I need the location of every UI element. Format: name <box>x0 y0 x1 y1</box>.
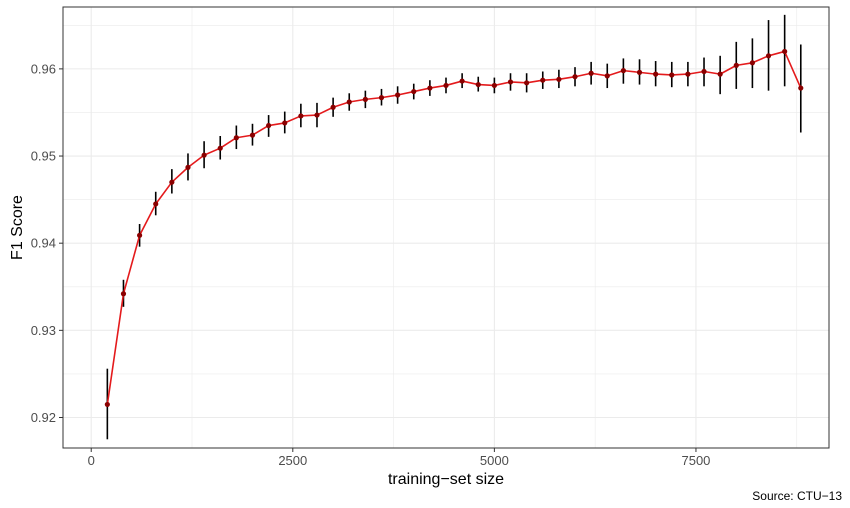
data-point <box>169 179 175 185</box>
data-point <box>765 53 772 59</box>
data-point <box>782 48 788 55</box>
data-point <box>491 82 497 89</box>
data-point <box>459 78 465 84</box>
data-point <box>588 70 594 76</box>
data-point <box>636 69 643 75</box>
data-point <box>798 85 804 91</box>
data-point <box>153 201 159 207</box>
data-point <box>314 112 320 118</box>
x-tick-label: 2500 <box>278 453 307 468</box>
data-point <box>330 104 336 110</box>
data-point <box>572 74 578 80</box>
data-point <box>346 99 352 105</box>
data-point <box>604 73 610 79</box>
data-point <box>298 113 304 119</box>
data-point <box>653 71 659 77</box>
panel-border <box>62 6 830 449</box>
data-point <box>137 232 143 238</box>
x-tick-label: 5000 <box>480 453 509 468</box>
x-tick-label: 0 <box>88 453 95 468</box>
data-point <box>701 68 707 75</box>
data-point <box>217 145 223 151</box>
y-tick-label: 0.96 <box>31 61 56 76</box>
data-point <box>685 71 691 77</box>
data-point <box>282 120 288 126</box>
y-axis-title: F1 Score <box>9 195 26 260</box>
data-point <box>749 60 756 66</box>
data-point <box>233 135 239 141</box>
data-point <box>507 79 514 85</box>
data-point <box>120 291 127 297</box>
data-point <box>378 95 385 101</box>
data-point <box>620 68 626 74</box>
data-point <box>362 96 368 102</box>
x-tick-label: 7500 <box>681 453 710 468</box>
grid-lines <box>63 7 829 448</box>
data-point <box>411 88 417 95</box>
data-point <box>524 80 530 86</box>
data-point <box>104 401 110 408</box>
y-tick-label: 0.95 <box>31 149 56 164</box>
data-point <box>733 62 739 68</box>
x-axis-title: training−set size <box>388 471 504 488</box>
series-layer <box>104 14 804 440</box>
data-point <box>201 152 207 158</box>
data-point <box>540 77 546 83</box>
data-point <box>556 76 562 82</box>
series-line <box>106 50 802 405</box>
source-caption: Source: CTU−13 <box>752 489 842 503</box>
data-point <box>249 132 256 138</box>
y-tick-label: 0.94 <box>31 236 56 251</box>
y-tick-label: 0.92 <box>31 410 56 425</box>
data-point <box>475 81 481 88</box>
data-point <box>185 164 191 170</box>
data-point <box>266 122 272 129</box>
data-point <box>669 72 675 78</box>
data-point <box>717 71 723 77</box>
data-point <box>443 82 449 89</box>
data-point <box>427 85 433 91</box>
data-point <box>395 92 401 98</box>
y-tick-label: 0.93 <box>31 323 56 338</box>
axes: 0 2500 5000 7500 0.92 0.93 0.94 0.95 0.96 <box>31 61 711 468</box>
